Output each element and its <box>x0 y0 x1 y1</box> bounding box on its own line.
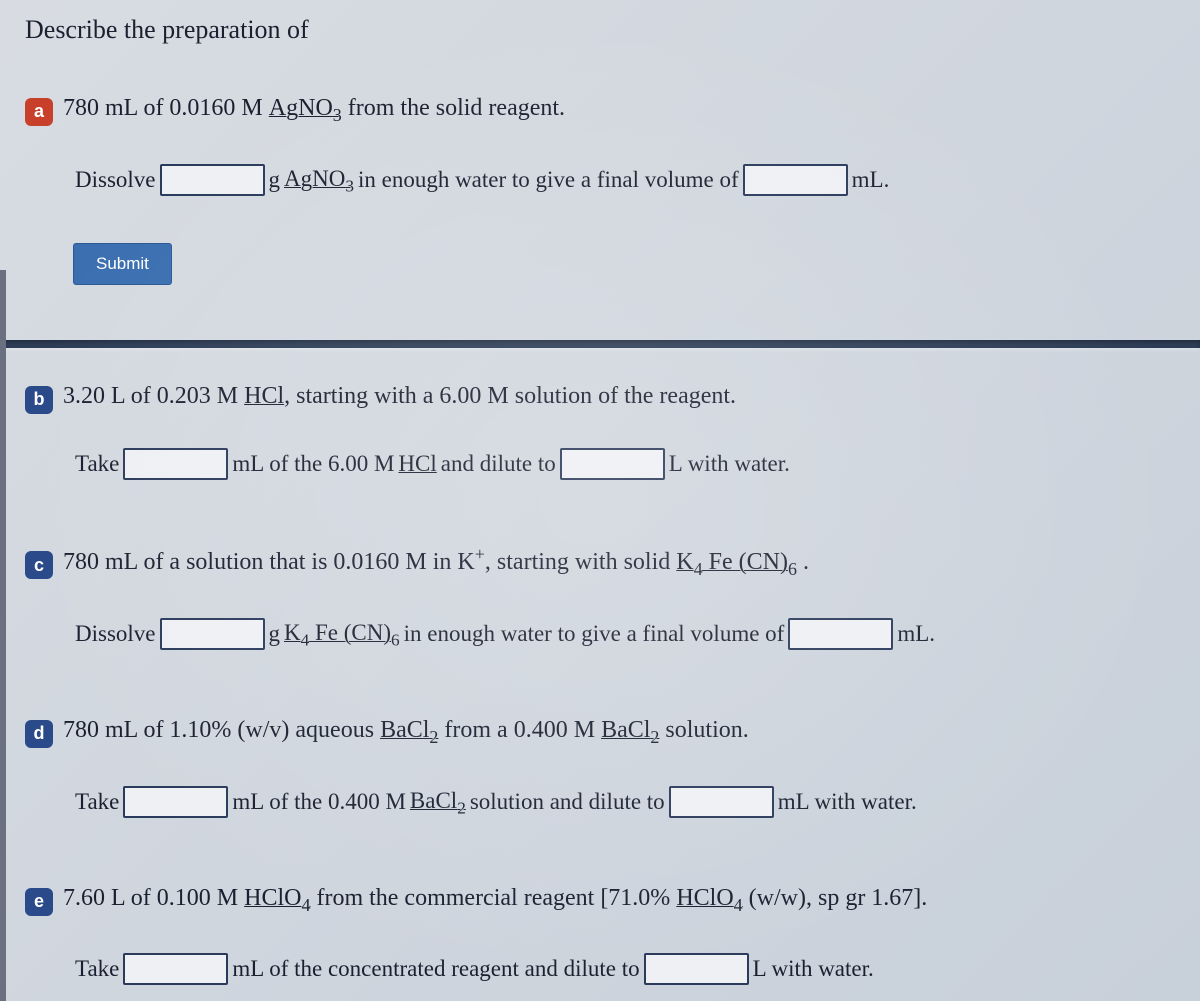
chem: AgNO3 <box>269 95 342 121</box>
chem-sub: 4 <box>734 895 743 915</box>
text: L with water. <box>753 947 874 991</box>
chem: HCl <box>244 383 284 409</box>
chem-base: AgNO <box>284 166 345 191</box>
badge-c: c <box>25 551 53 579</box>
input-e-ml[interactable] <box>123 953 228 985</box>
answer-line-a: Dissolve g AgNO3 in enough water to give… <box>75 157 1175 203</box>
chem-base: BaCl <box>380 717 429 743</box>
input-d-volume[interactable] <box>669 786 774 818</box>
text: mL. <box>852 158 890 202</box>
text: , starting with a 6.00 M solution of the… <box>284 383 736 409</box>
text: 780 mL of 1.10% (w/v) aqueous <box>63 717 380 743</box>
text: from a 0.400 M <box>438 717 601 743</box>
chem-sub: 3 <box>333 105 342 125</box>
page-heading: Describe the preparation of <box>25 15 1175 45</box>
chem-base: Fe (CN) <box>309 620 391 645</box>
chem: BaCl2 <box>601 717 659 743</box>
text: Take <box>75 947 119 991</box>
chem-sub: 4 <box>694 559 703 579</box>
answer-line-e: Take mL of the concentrated reagent and … <box>75 947 1175 991</box>
answer-line-c: Dissolve g K4 Fe (CN)6 in enough water t… <box>75 611 1175 657</box>
text: . <box>797 549 809 575</box>
chem-base: K <box>676 549 693 575</box>
chem-base: BaCl <box>601 717 650 743</box>
badge-b: b <box>25 386 53 414</box>
text: Dissolve <box>75 612 156 656</box>
chem-base: HClO <box>244 885 301 911</box>
problem-a: a 780 mL of 0.0160 M AgNO3 from the soli… <box>25 90 1175 285</box>
text: Dissolve <box>75 158 156 202</box>
text: (w/w), sp gr 1.67]. <box>743 885 928 911</box>
text: mL of the concentrated reagent and dilut… <box>232 947 639 991</box>
input-b-ml[interactable] <box>123 448 228 480</box>
input-d-ml[interactable] <box>123 786 228 818</box>
chem-base: K <box>284 620 301 645</box>
text: in enough water to give a final volume o… <box>404 612 785 656</box>
text: mL of the 6.00 M <box>232 442 394 486</box>
text: , starting with solid <box>485 549 676 575</box>
prompt-a: 780 mL of 0.0160 M AgNO3 from the solid … <box>63 90 565 129</box>
text: solution. <box>659 717 748 743</box>
input-e-liters[interactable] <box>644 953 749 985</box>
text: mL. <box>897 612 935 656</box>
text: from the solid reagent. <box>342 95 565 121</box>
text: 780 mL of a solution that is 0.0160 M in… <box>63 549 475 575</box>
chem-base: AgNO <box>269 95 333 121</box>
text: Take <box>75 780 119 824</box>
chem: HClO4 <box>244 885 310 911</box>
text: 7.60 L of 0.100 M <box>63 885 244 911</box>
text: and dilute to <box>441 442 556 486</box>
text: Take <box>75 442 119 486</box>
chem: HCl <box>398 442 436 486</box>
chem: HClO4 <box>676 885 742 911</box>
chem-sub: 3 <box>345 176 354 195</box>
charge: + <box>475 544 485 564</box>
chem-sub: 6 <box>788 559 797 579</box>
prompt-b: 3.20 L of 0.203 M HCl, starting with a 6… <box>63 378 736 414</box>
chem: K4 Fe (CN)6 <box>284 611 400 657</box>
text: mL with water. <box>778 780 917 824</box>
badge-a: a <box>25 98 53 126</box>
text: in enough water to give a final volume o… <box>358 158 739 202</box>
input-b-liters[interactable] <box>560 448 665 480</box>
text: 780 mL of 0.0160 M <box>63 95 269 121</box>
chem: AgNO3 <box>284 157 354 203</box>
text: L with water. <box>669 442 790 486</box>
input-a-grams[interactable] <box>160 164 265 196</box>
chem: BaCl2 <box>410 779 466 825</box>
text: 3.20 L of 0.203 M <box>63 383 244 409</box>
chem: K4 Fe (CN)6 <box>676 549 797 575</box>
prompt-d: 780 mL of 1.10% (w/v) aqueous BaCl2 from… <box>63 712 749 751</box>
section-divider <box>0 340 1200 348</box>
problem-c: c 780 mL of a solution that is 0.0160 M … <box>25 541 1175 657</box>
text: g <box>269 612 281 656</box>
badge-d: d <box>25 720 53 748</box>
input-a-volume[interactable] <box>743 164 848 196</box>
answer-line-b: Take mL of the 6.00 M HCl and dilute to … <box>75 442 1175 486</box>
page-edge <box>0 270 6 1001</box>
text: from the commercial reagent [71.0% <box>310 885 676 911</box>
answer-line-d: Take mL of the 0.400 M BaCl2 solution an… <box>75 779 1175 825</box>
text: solution and dilute to <box>470 780 665 824</box>
chem-sub: 6 <box>391 630 400 649</box>
submit-button[interactable]: Submit <box>73 243 172 285</box>
chem-base: BaCl <box>410 788 457 813</box>
problem-e: e 7.60 L of 0.100 M HClO4 from the comme… <box>25 880 1175 990</box>
chem-base: Fe (CN) <box>703 549 788 575</box>
problem-d: d 780 mL of 1.10% (w/v) aqueous BaCl2 fr… <box>25 712 1175 825</box>
problem-b: b 3.20 L of 0.203 M HCl, starting with a… <box>25 378 1175 486</box>
chem-base: HClO <box>676 885 733 911</box>
chem-sub: 2 <box>457 798 466 817</box>
prompt-e: 7.60 L of 0.100 M HClO4 from the commerc… <box>63 880 927 919</box>
text: g <box>269 158 281 202</box>
text: mL of the 0.400 M <box>232 780 406 824</box>
input-c-volume[interactable] <box>788 618 893 650</box>
prompt-c: 780 mL of a solution that is 0.0160 M in… <box>63 541 809 583</box>
input-c-grams[interactable] <box>160 618 265 650</box>
chem-sub: 4 <box>301 630 310 649</box>
chem: BaCl2 <box>380 717 438 743</box>
badge-e: e <box>25 888 53 916</box>
